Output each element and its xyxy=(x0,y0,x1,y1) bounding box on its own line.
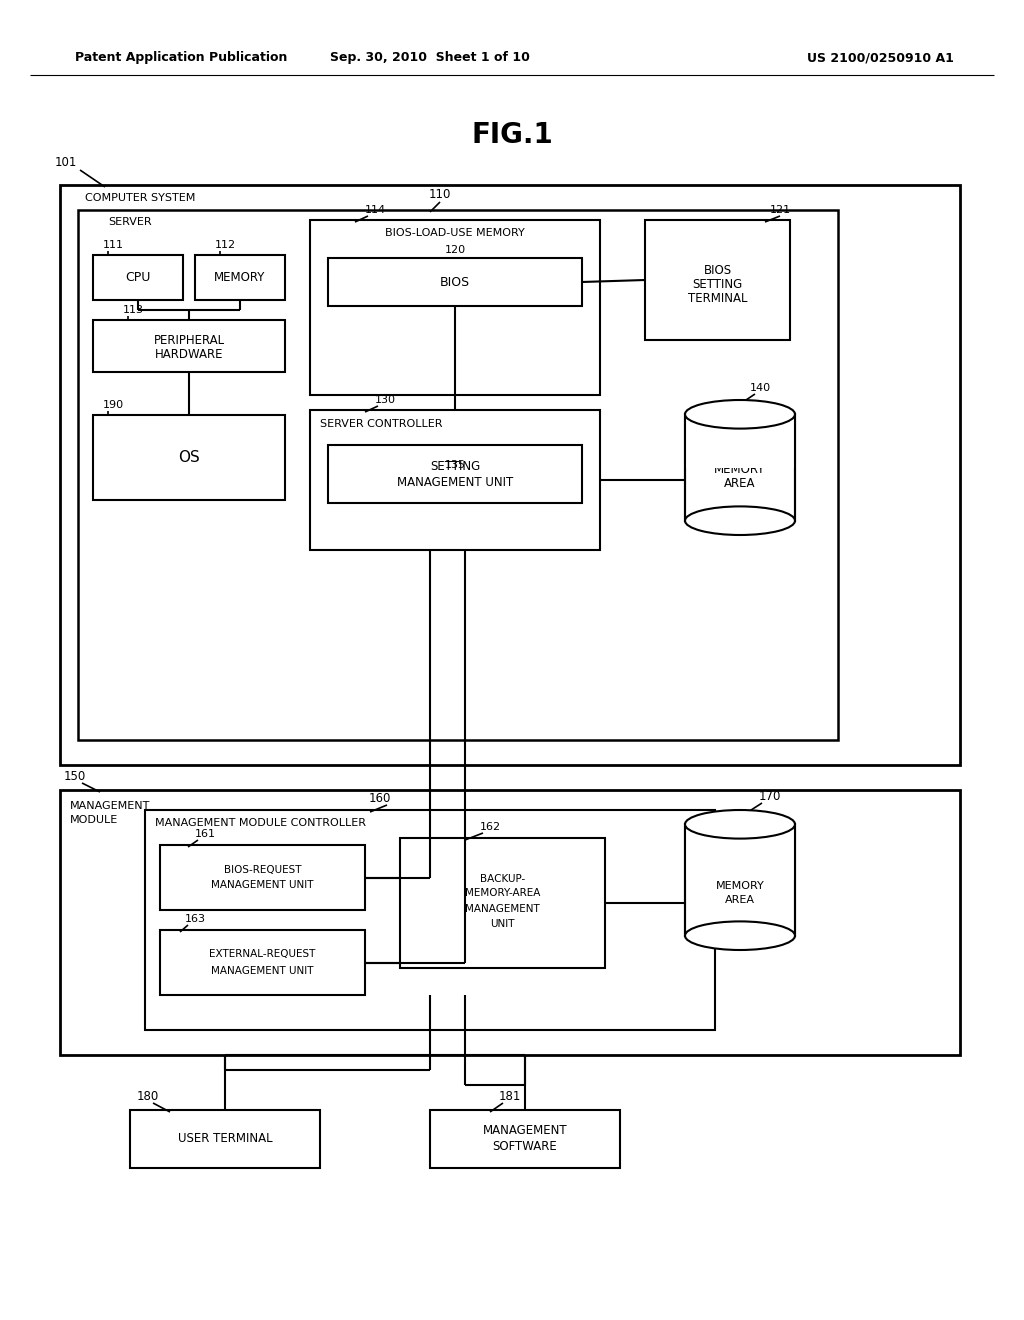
Bar xyxy=(430,1110,620,1168)
Text: MANAGEMENT: MANAGEMENT xyxy=(482,1125,567,1138)
Bar xyxy=(93,255,183,300)
Text: SETTING: SETTING xyxy=(692,277,742,290)
Text: EXTERNAL-REQUEST: EXTERNAL-REQUEST xyxy=(209,949,315,960)
Text: MANAGEMENT MODULE CONTROLLER: MANAGEMENT MODULE CONTROLLER xyxy=(155,818,366,828)
Ellipse shape xyxy=(685,921,795,950)
Text: US 2100/0250910 A1: US 2100/0250910 A1 xyxy=(807,51,953,65)
Bar xyxy=(310,411,600,550)
Text: Patent Application Publication: Patent Application Publication xyxy=(75,51,288,65)
Text: SOFTWARE: SOFTWARE xyxy=(493,1140,557,1154)
Text: MEMORY: MEMORY xyxy=(214,271,265,284)
Text: BIOS: BIOS xyxy=(703,264,731,276)
Text: COMPUTER SYSTEM: COMPUTER SYSTEM xyxy=(85,193,196,203)
Text: 161: 161 xyxy=(195,829,215,840)
Ellipse shape xyxy=(685,400,795,429)
Text: 113: 113 xyxy=(123,305,143,315)
Text: PERIPHERAL: PERIPHERAL xyxy=(154,334,224,346)
Text: 150: 150 xyxy=(63,770,86,783)
Text: OS: OS xyxy=(178,450,200,465)
Text: MANAGEMENT UNIT: MANAGEMENT UNIT xyxy=(211,880,313,891)
Text: MEMORY: MEMORY xyxy=(715,463,766,477)
Bar xyxy=(160,845,365,909)
Text: 160: 160 xyxy=(369,792,391,804)
Text: 190: 190 xyxy=(102,400,124,411)
Text: MEMORY: MEMORY xyxy=(716,880,764,891)
Bar xyxy=(93,414,285,500)
Bar xyxy=(328,445,582,503)
Text: MANAGEMENT UNIT: MANAGEMENT UNIT xyxy=(211,965,313,975)
Text: 101: 101 xyxy=(55,157,78,169)
Text: USER TERMINAL: USER TERMINAL xyxy=(178,1133,272,1146)
Text: TERMINAL: TERMINAL xyxy=(688,292,748,305)
Bar xyxy=(686,413,795,467)
Bar xyxy=(93,319,285,372)
Text: MANAGEMENT: MANAGEMENT xyxy=(70,801,151,810)
Text: SETTING: SETTING xyxy=(430,459,480,473)
Bar xyxy=(145,810,715,1030)
Text: FIG.1: FIG.1 xyxy=(471,121,553,149)
Text: 120: 120 xyxy=(444,246,466,255)
Text: BACKUP: BACKUP xyxy=(718,867,762,876)
Bar xyxy=(60,185,961,766)
Text: HARDWARE: HARDWARE xyxy=(155,347,223,360)
Text: 135: 135 xyxy=(444,459,466,470)
Text: AREA: AREA xyxy=(725,895,755,906)
Bar xyxy=(645,220,790,341)
Text: 130: 130 xyxy=(375,395,395,405)
Text: MODULE: MODULE xyxy=(70,814,118,825)
Text: MEMORY-AREA: MEMORY-AREA xyxy=(465,888,541,898)
Bar xyxy=(400,838,605,968)
Ellipse shape xyxy=(685,810,795,838)
Text: 181: 181 xyxy=(499,1089,521,1102)
Text: 162: 162 xyxy=(479,822,501,832)
Bar xyxy=(685,824,795,936)
Text: 121: 121 xyxy=(769,205,791,215)
Bar xyxy=(130,1110,319,1168)
Bar xyxy=(60,789,961,1055)
Text: BACKUP-: BACKUP- xyxy=(480,874,525,884)
Text: 140: 140 xyxy=(750,383,771,393)
Bar xyxy=(686,824,795,880)
Text: 112: 112 xyxy=(214,240,236,249)
Text: 163: 163 xyxy=(184,913,206,924)
Bar xyxy=(310,220,600,395)
Text: BIOS-REQUEST: BIOS-REQUEST xyxy=(224,865,301,874)
Text: SERVER: SERVER xyxy=(108,216,152,227)
Text: MANAGEMENT UNIT: MANAGEMENT UNIT xyxy=(397,475,513,488)
Text: 110: 110 xyxy=(429,189,452,202)
Bar xyxy=(328,257,582,306)
Text: CPU: CPU xyxy=(125,271,151,284)
Text: 180: 180 xyxy=(137,1089,159,1102)
Text: UNIT: UNIT xyxy=(490,919,515,929)
Bar xyxy=(685,414,795,520)
Bar xyxy=(160,931,365,995)
Text: BIOS-LOAD-USE MEMORY: BIOS-LOAD-USE MEMORY xyxy=(385,228,525,238)
Text: MANAGEMENT: MANAGEMENT xyxy=(465,904,540,913)
Text: AREA: AREA xyxy=(724,477,756,490)
Bar xyxy=(78,210,838,741)
Text: 170: 170 xyxy=(759,789,781,803)
Text: 111: 111 xyxy=(102,240,124,249)
Text: Sep. 30, 2010  Sheet 1 of 10: Sep. 30, 2010 Sheet 1 of 10 xyxy=(330,51,530,65)
Text: 114: 114 xyxy=(365,205,386,215)
Text: BIOS: BIOS xyxy=(440,276,470,289)
Ellipse shape xyxy=(685,507,795,535)
Bar xyxy=(195,255,285,300)
Text: SERVER CONTROLLER: SERVER CONTROLLER xyxy=(319,418,442,429)
